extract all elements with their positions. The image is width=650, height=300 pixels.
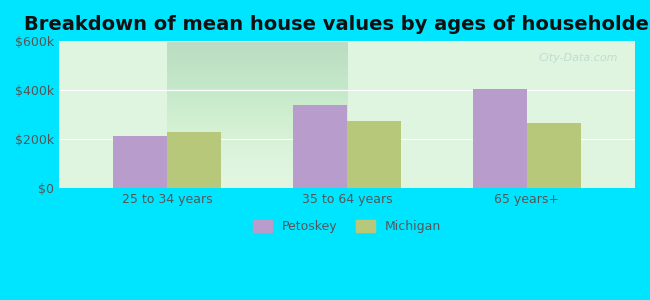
Bar <box>527 123 581 188</box>
Text: City-Data.com: City-Data.com <box>538 53 617 63</box>
Title: Breakdown of mean house values by ages of householders: Breakdown of mean house values by ages o… <box>24 15 650 34</box>
Legend: Petoskey, Michigan: Petoskey, Michigan <box>248 215 446 238</box>
Bar <box>473 89 527 188</box>
Bar <box>293 105 347 188</box>
Bar <box>113 136 167 188</box>
Bar <box>347 121 401 188</box>
Bar <box>167 132 221 188</box>
